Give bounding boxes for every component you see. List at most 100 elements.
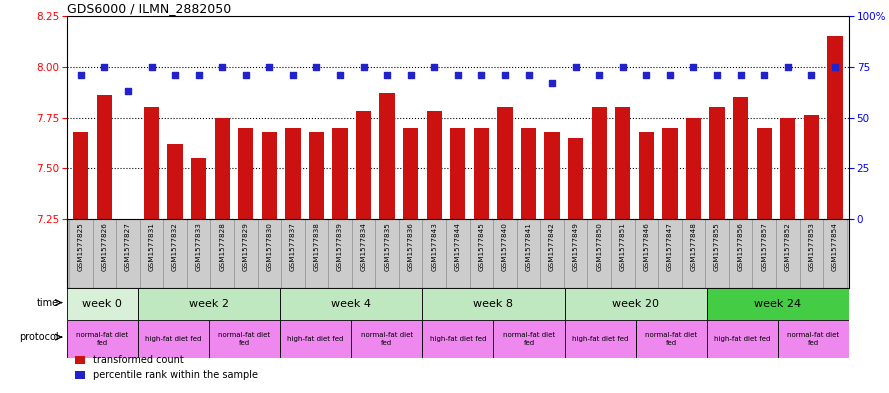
Text: high-fat diet fed: high-fat diet fed	[145, 336, 202, 342]
Point	[498, 72, 512, 78]
Bar	[69, 219, 92, 288]
Bar	[682, 219, 705, 288]
Text: GSM1577844: GSM1577844	[455, 222, 461, 271]
Text: GSM1577856: GSM1577856	[738, 222, 743, 271]
Bar	[238, 128, 253, 393]
Text: GSM1577838: GSM1577838	[314, 222, 319, 271]
Text: GSM1577848: GSM1577848	[691, 222, 696, 271]
Text: GSM1577835: GSM1577835	[384, 222, 390, 271]
Bar	[73, 132, 89, 393]
Text: GSM1577828: GSM1577828	[220, 222, 225, 271]
Text: GSM1577831: GSM1577831	[148, 222, 155, 271]
Bar	[638, 132, 654, 393]
Bar	[780, 118, 796, 393]
Text: normal-fat diet
fed: normal-fat diet fed	[645, 332, 697, 346]
Bar	[375, 219, 399, 288]
Point	[451, 72, 465, 78]
Bar	[474, 128, 489, 393]
Text: week 4: week 4	[332, 299, 371, 309]
Text: GSM1577833: GSM1577833	[196, 222, 202, 271]
Point	[639, 72, 653, 78]
Bar	[799, 219, 823, 288]
Bar	[352, 219, 375, 288]
Bar	[187, 219, 211, 288]
Bar	[709, 107, 725, 393]
Bar	[635, 219, 658, 288]
Text: GSM1577847: GSM1577847	[667, 222, 673, 271]
Point	[97, 64, 111, 70]
Point	[332, 72, 347, 78]
Bar	[234, 219, 258, 288]
Point	[475, 72, 489, 78]
Text: GSM1577839: GSM1577839	[337, 222, 343, 271]
Point	[805, 72, 819, 78]
Text: high-fat diet fed: high-fat diet fed	[572, 336, 629, 342]
Text: high-fat diet fed: high-fat diet fed	[429, 336, 486, 342]
Text: GSM1577842: GSM1577842	[549, 222, 555, 271]
Point	[757, 72, 772, 78]
Bar	[521, 128, 536, 393]
Bar	[67, 288, 138, 320]
Bar	[564, 219, 588, 288]
Bar	[92, 219, 116, 288]
Bar	[517, 219, 541, 288]
Text: GSM1577834: GSM1577834	[361, 222, 366, 271]
Bar	[615, 107, 630, 393]
Bar	[403, 128, 419, 393]
Text: GSM1577849: GSM1577849	[573, 222, 579, 271]
Text: week 24: week 24	[754, 299, 802, 309]
Bar	[280, 288, 422, 320]
Point	[686, 64, 701, 70]
Point	[592, 72, 606, 78]
Bar	[144, 107, 159, 393]
Text: week 0: week 0	[83, 299, 122, 309]
Legend: transformed count, percentile rank within the sample: transformed count, percentile rank withi…	[71, 352, 262, 384]
Bar	[116, 219, 140, 288]
Bar	[305, 219, 328, 288]
Point	[569, 64, 583, 70]
Bar	[285, 128, 300, 393]
Bar	[685, 118, 701, 393]
Point	[380, 72, 394, 78]
Text: normal-fat diet
fed: normal-fat diet fed	[788, 332, 839, 346]
Text: GSM1577837: GSM1577837	[290, 222, 296, 271]
Bar	[67, 320, 138, 358]
Text: GSM1577827: GSM1577827	[125, 222, 131, 271]
Bar	[258, 219, 281, 288]
Bar	[497, 107, 513, 393]
Bar	[422, 219, 446, 288]
Bar	[752, 219, 776, 288]
Bar	[493, 320, 565, 358]
Bar	[823, 219, 846, 288]
Bar	[422, 288, 565, 320]
Bar	[544, 132, 560, 393]
Text: normal-fat diet
fed: normal-fat diet fed	[76, 332, 128, 346]
Bar	[167, 144, 183, 393]
Bar	[729, 219, 752, 288]
Bar	[469, 219, 493, 288]
Text: high-fat diet fed: high-fat diet fed	[287, 336, 344, 342]
Text: normal-fat diet
fed: normal-fat diet fed	[361, 332, 412, 346]
Point	[238, 72, 252, 78]
Text: GSM1577857: GSM1577857	[761, 222, 767, 271]
Text: time: time	[36, 298, 59, 308]
Bar	[493, 219, 517, 288]
Point	[828, 64, 842, 70]
Bar	[611, 219, 635, 288]
Point	[356, 64, 371, 70]
Point	[404, 72, 418, 78]
Text: GSM1577846: GSM1577846	[644, 222, 649, 271]
Point	[285, 72, 300, 78]
Point	[545, 80, 559, 86]
Bar	[450, 128, 466, 393]
Text: GSM1577826: GSM1577826	[101, 222, 108, 271]
Bar	[568, 138, 583, 393]
Bar	[707, 320, 778, 358]
Text: GDS6000 / ILMN_2882050: GDS6000 / ILMN_2882050	[67, 2, 231, 15]
Bar	[776, 219, 799, 288]
Point	[215, 64, 229, 70]
Bar	[332, 128, 348, 393]
Bar	[446, 219, 469, 288]
Bar	[662, 128, 677, 393]
Text: protocol: protocol	[19, 332, 59, 342]
